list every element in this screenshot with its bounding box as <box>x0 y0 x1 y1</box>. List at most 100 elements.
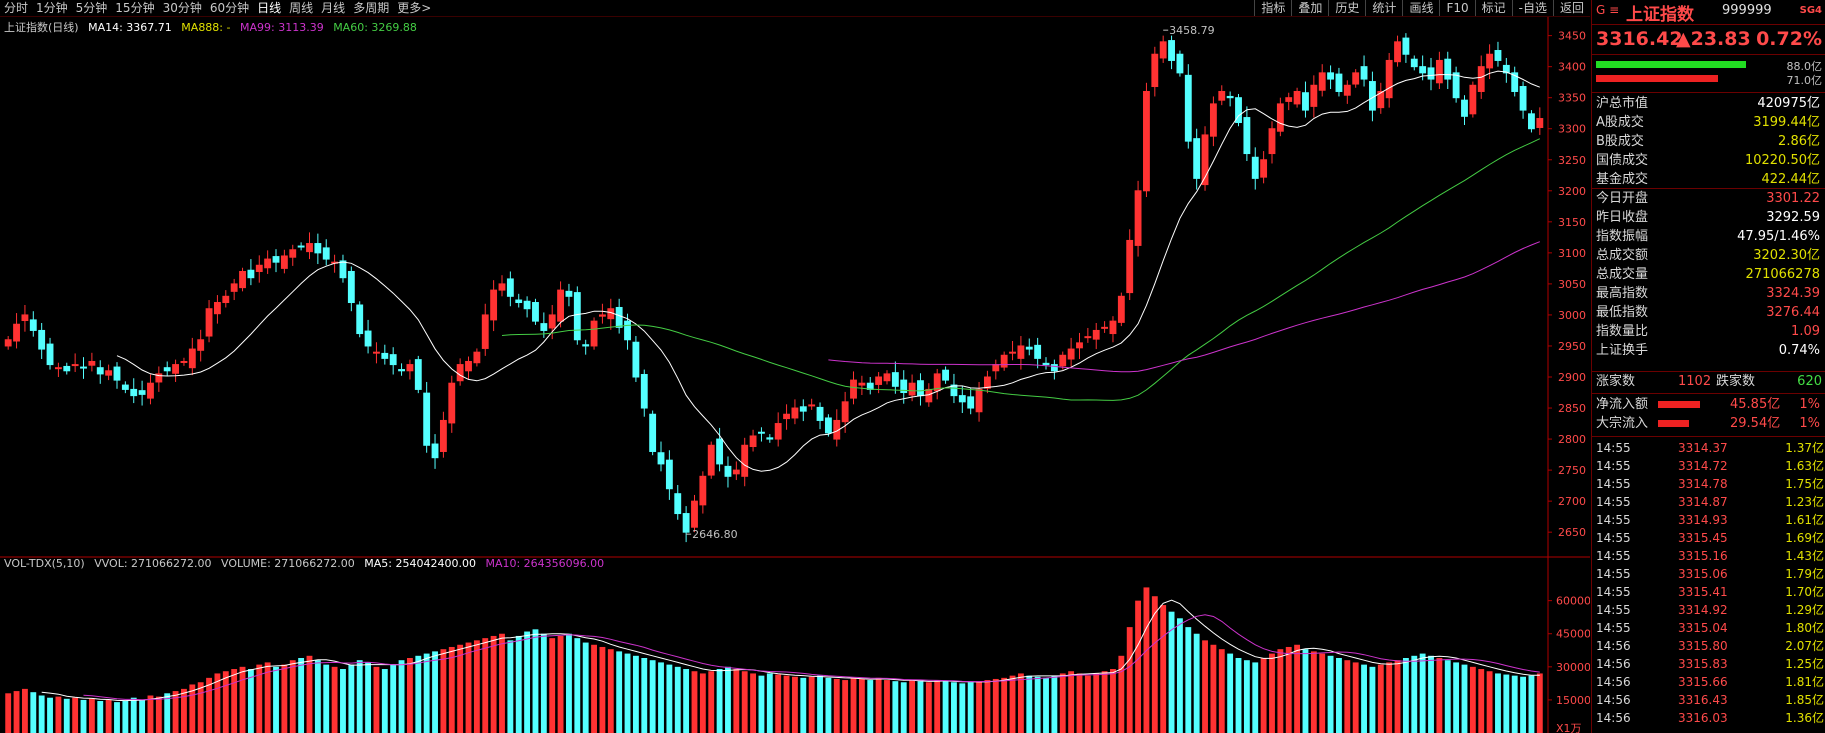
candle-body <box>1176 53 1184 74</box>
volume-bar <box>1176 618 1183 733</box>
tick-row[interactable]: 14:55 3315.16 1.43亿 <box>1592 548 1825 565</box>
volume-bar <box>825 677 832 733</box>
candle-body <box>1502 64 1510 74</box>
stat-row: 沪总市值 420975亿 <box>1592 95 1825 113</box>
tick-row[interactable]: 14:55 3315.06 1.79亿 <box>1592 566 1825 583</box>
volume-bar <box>1210 644 1217 733</box>
volume-bar <box>457 644 464 733</box>
candle-body <box>322 247 330 260</box>
candle-body <box>113 366 121 381</box>
volume-bar <box>616 651 623 733</box>
stat-value: 3199.44亿 <box>1753 115 1820 130</box>
volume-bar <box>951 682 957 733</box>
tool-button[interactable]: 指标 <box>1254 0 1291 16</box>
volume-bar <box>264 662 271 733</box>
tool-button[interactable]: 统计 <box>1365 0 1402 16</box>
main-chart[interactable]: 2650 2700 2750 2800 2850 2900 2950 3000 3050 3100… <box>0 17 1590 733</box>
period-tab[interactable]: 月线 <box>321 1 346 15</box>
period-tab[interactable]: 日线 <box>257 1 282 15</box>
price-pct: 0.72% <box>1756 28 1822 50</box>
candle-body <box>1343 84 1351 96</box>
stat-label: 国债成交 <box>1596 153 1649 168</box>
candle-body <box>540 323 548 331</box>
tick-row[interactable]: 14:55 3315.45 1.69亿 <box>1592 530 1825 547</box>
period-tab[interactable]: 分时 <box>4 1 29 15</box>
tick-row[interactable]: 14:56 3315.66 1.81亿 <box>1592 674 1825 691</box>
tool-button[interactable]: 历史 <box>1328 0 1365 16</box>
tool-button[interactable]: 画线 <box>1402 0 1439 16</box>
period-tab[interactable]: 1分钟 <box>36 1 68 15</box>
tick-time: 14:55 <box>1596 603 1631 617</box>
period-tab[interactable]: 60分钟 <box>209 1 250 15</box>
volume-bar <box>800 677 807 733</box>
volume-bar <box>13 691 20 733</box>
period-tab[interactable]: 30分钟 <box>162 1 202 15</box>
candle-body <box>824 417 832 434</box>
candle-body <box>1302 92 1309 111</box>
tool-button[interactable]: 叠加 <box>1291 0 1328 16</box>
tick-row[interactable]: 14:56 3315.80 2.07亿 <box>1592 638 1825 655</box>
volume-bar <box>38 695 45 733</box>
tick-row[interactable]: 14:55 3314.78 1.75亿 <box>1592 476 1825 493</box>
tick-row[interactable]: 14:55 3314.92 1.29亿 <box>1592 602 1825 619</box>
candle-body <box>172 364 180 374</box>
volume-bar <box>900 682 907 733</box>
volume-bar <box>55 696 62 733</box>
period-tab[interactable]: 多周期 <box>353 1 390 15</box>
candle-body <box>1184 74 1192 142</box>
candle-body <box>1444 58 1452 80</box>
candle-body <box>1285 97 1293 102</box>
tick-row[interactable]: 14:56 3316.43 1.85亿 <box>1592 692 1825 709</box>
period-tab[interactable]: 周线 <box>289 1 314 15</box>
tick-row[interactable]: 14:55 3314.87 1.23亿 <box>1592 494 1825 511</box>
candle-body <box>967 396 975 409</box>
tick-price: 3315.45 <box>1678 531 1728 545</box>
tick-row[interactable]: 14:55 3314.93 1.61亿 <box>1592 512 1825 529</box>
candle-body <box>80 366 87 369</box>
candle-body <box>1243 117 1251 155</box>
tick-time: 14:55 <box>1596 567 1631 581</box>
flow-label: 净流入额 <box>1596 397 1649 412</box>
advance-decline: 涨家数 1102 跌家数 620 <box>1592 373 1825 391</box>
period-tab[interactable]: 更多> <box>397 1 432 15</box>
tick-row[interactable]: 14:56 3315.83 1.25亿 <box>1592 656 1825 673</box>
period-tab[interactable]: 15分钟 <box>115 1 155 15</box>
candle-body <box>398 369 405 372</box>
tick-row[interactable]: 14:55 3315.41 1.70亿 <box>1592 584 1825 601</box>
volume-bar <box>699 673 706 733</box>
stat-row: A股成交 3199.44亿 <box>1592 114 1825 132</box>
outflow-value: 71.0亿 <box>1786 74 1823 87</box>
flow-value: 45.85亿 <box>1730 397 1781 412</box>
price-tick-label: 3450 <box>1558 30 1586 43</box>
candle-body <box>774 423 782 440</box>
tick-row[interactable]: 14:56 3316.03 1.36亿 <box>1592 710 1825 727</box>
ma14-line <box>116 70 1540 472</box>
tool-button[interactable]: 返回 <box>1552 0 1590 16</box>
volume-bar <box>783 675 790 733</box>
candle-body <box>1494 50 1502 61</box>
volume-bar <box>1503 674 1510 733</box>
tick-row[interactable]: 14:55 3315.04 1.80亿 <box>1592 620 1825 637</box>
tick-row[interactable]: 14:55 3314.37 1.37亿 <box>1592 440 1825 457</box>
candle-body <box>573 292 581 341</box>
volume-legend: VOL-TDX(5,10) VVOL: 271066272.00 VOLUME:… <box>4 557 610 570</box>
candle-body <box>364 330 372 347</box>
group-marker[interactable]: G ≡ <box>1596 3 1620 17</box>
volume-bar <box>1043 677 1049 733</box>
candle-body <box>1486 53 1494 69</box>
flow-pct: 1% <box>1799 397 1820 412</box>
price-tick-label: 3300 <box>1558 123 1586 136</box>
chart-svg[interactable]: 2650 2700 2750 2800 2850 2900 2950 3000 3050 3100… <box>0 17 1590 733</box>
tool-button[interactable]: 标记 <box>1474 0 1512 16</box>
candle-body <box>891 372 899 387</box>
candle-body <box>883 373 891 382</box>
volume-bar <box>791 676 798 733</box>
period-tab[interactable]: 5分钟 <box>75 1 108 15</box>
candle-body <box>624 320 631 341</box>
tool-button[interactable]: F10 <box>1439 0 1474 16</box>
tick-row[interactable]: 14:55 3314.72 1.63亿 <box>1592 458 1825 475</box>
volume-bar <box>1034 676 1041 733</box>
volume-bar <box>967 682 974 733</box>
volume-bar <box>1235 658 1242 733</box>
tool-button[interactable]: -自选 <box>1511 0 1553 16</box>
